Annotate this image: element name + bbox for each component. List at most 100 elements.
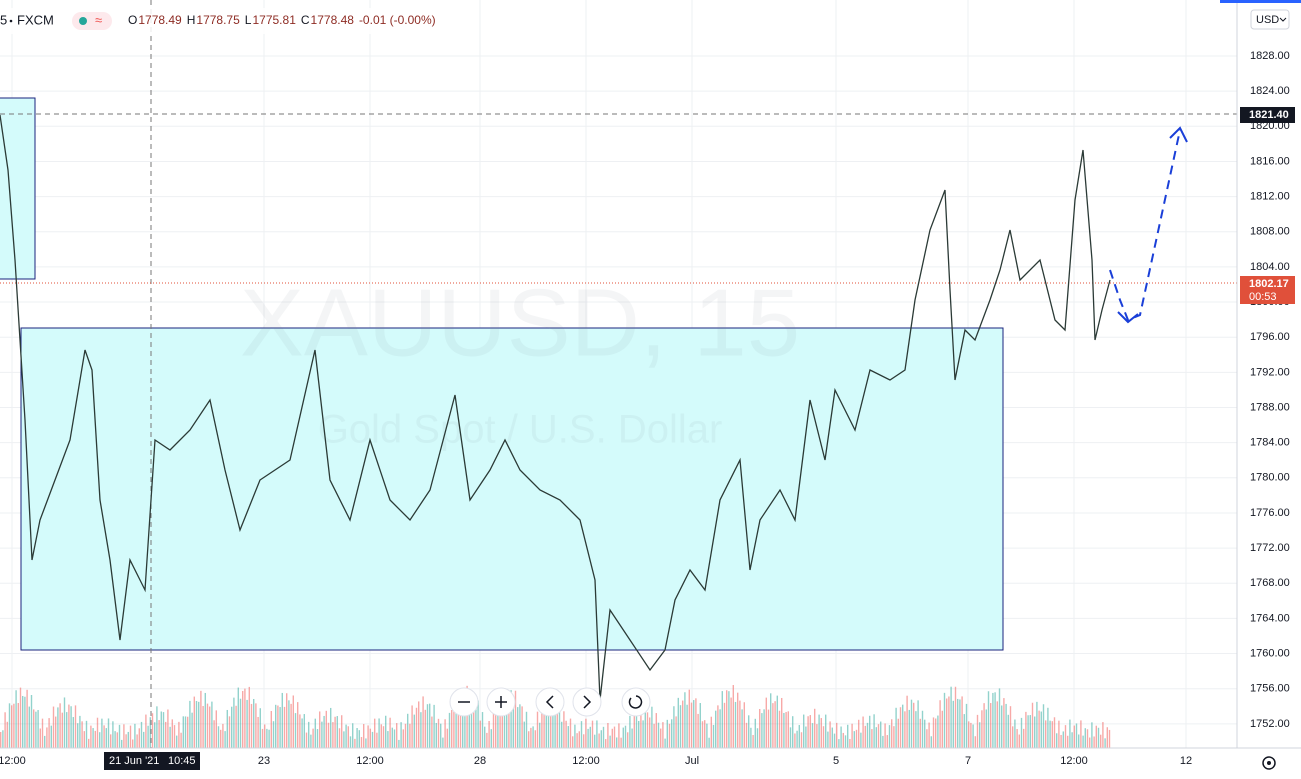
volume-bar — [818, 714, 820, 748]
reset-view[interactable] — [621, 687, 651, 717]
volume-bar — [343, 731, 345, 748]
volume-bar — [17, 703, 19, 748]
volume-bar — [347, 726, 349, 748]
time-label: 12:00 — [572, 755, 600, 767]
volume-bar — [143, 731, 145, 748]
volume-bar — [468, 702, 470, 748]
volume-bar — [231, 706, 233, 748]
watermark-symbol: XAUUSD, 15 — [240, 269, 800, 376]
volume-bar — [965, 703, 968, 748]
volume-bar — [545, 713, 547, 748]
volume-bar — [860, 732, 862, 748]
volume-bar — [838, 739, 840, 748]
volume-bar — [600, 730, 602, 748]
volume-bar — [26, 689, 28, 748]
volume-bar — [224, 731, 226, 748]
volume-bar — [530, 727, 532, 748]
settings-button[interactable] — [1262, 756, 1276, 770]
volume-bar — [1080, 720, 1082, 748]
zone-box[interactable] — [0, 97, 36, 280]
volume-bar — [585, 718, 587, 748]
volume-bar — [646, 712, 649, 748]
dropdown-caret — [1279, 17, 1287, 22]
volume-bar — [341, 715, 343, 748]
price-axis[interactable] — [1237, 0, 1301, 779]
volume-bar — [356, 727, 358, 748]
volume-bar — [266, 728, 268, 748]
volume-bar — [998, 688, 1001, 748]
volume-bar — [963, 714, 965, 748]
volume-bar — [767, 709, 770, 748]
volume-bar — [101, 718, 103, 748]
volume-bar — [30, 695, 33, 748]
volume-bar — [477, 700, 479, 748]
volume-bar — [915, 711, 917, 748]
status-badge[interactable] — [72, 12, 112, 30]
volume-bar — [576, 733, 578, 748]
volume-bar — [1049, 720, 1051, 748]
price-label: 1780.00 — [1250, 472, 1290, 484]
volume-bar — [748, 715, 750, 748]
volume-bar — [776, 695, 778, 748]
volume-bar — [666, 719, 668, 748]
scroll-right[interactable] — [572, 687, 602, 717]
volume-bar — [206, 703, 209, 748]
volume-bar — [917, 700, 919, 748]
volume-bar — [510, 690, 512, 748]
volume-bar — [1060, 734, 1062, 748]
price-label: 1812.00 — [1250, 191, 1290, 203]
volume-bar — [103, 725, 105, 748]
volume-bar — [19, 687, 22, 748]
volume-bar — [220, 729, 222, 748]
volume-bar — [433, 704, 435, 748]
volume-bar — [928, 722, 930, 748]
volume-bar — [794, 733, 796, 748]
volume-bar — [1067, 735, 1069, 748]
volume-bar — [937, 715, 939, 748]
volume-bar — [501, 705, 503, 748]
volume-bar — [398, 739, 400, 748]
volume-bar — [723, 702, 726, 748]
volume-bar — [83, 731, 85, 748]
range-box[interactable] — [20, 327, 1004, 651]
scroll-left[interactable] — [535, 687, 565, 717]
volume-bar — [215, 710, 217, 748]
volume-bar — [66, 712, 68, 748]
volume-bar — [695, 698, 697, 748]
volume-bar — [387, 731, 389, 748]
volume-bar — [827, 731, 829, 748]
volume-bar — [946, 698, 948, 748]
volume-bar — [481, 712, 484, 748]
volume-bar — [11, 705, 13, 748]
volume-bar — [690, 702, 693, 748]
volume-bar — [88, 738, 90, 748]
volume-bar — [330, 707, 332, 748]
volume-bar — [844, 735, 847, 748]
volume-bar — [809, 715, 811, 748]
volume-bar — [567, 726, 569, 748]
projection-arrow[interactable] — [1109, 129, 1181, 322]
volume-bar — [123, 724, 125, 748]
currency-button[interactable] — [1250, 9, 1290, 30]
volume-bar — [891, 719, 893, 748]
volume-bar — [1106, 727, 1108, 748]
volume-bar — [957, 698, 959, 748]
volume-bar — [182, 716, 184, 748]
volume-bar — [675, 716, 677, 748]
volume-bar — [763, 709, 765, 748]
volume-bar — [732, 685, 734, 748]
volume-bar — [52, 706, 55, 748]
volume-bar — [706, 723, 708, 748]
volume-bar — [822, 726, 825, 748]
volume-bar — [1093, 736, 1095, 748]
volume-bar — [638, 720, 640, 748]
time-axis[interactable] — [0, 748, 1237, 779]
volume-bar — [316, 729, 319, 748]
volume-bar — [365, 738, 367, 748]
volume-bar — [701, 721, 704, 748]
volume-bar — [332, 722, 334, 748]
volume-bar — [631, 728, 633, 748]
volume — [0, 685, 1111, 748]
volume-bar — [299, 714, 301, 748]
volume-bar — [457, 706, 459, 748]
